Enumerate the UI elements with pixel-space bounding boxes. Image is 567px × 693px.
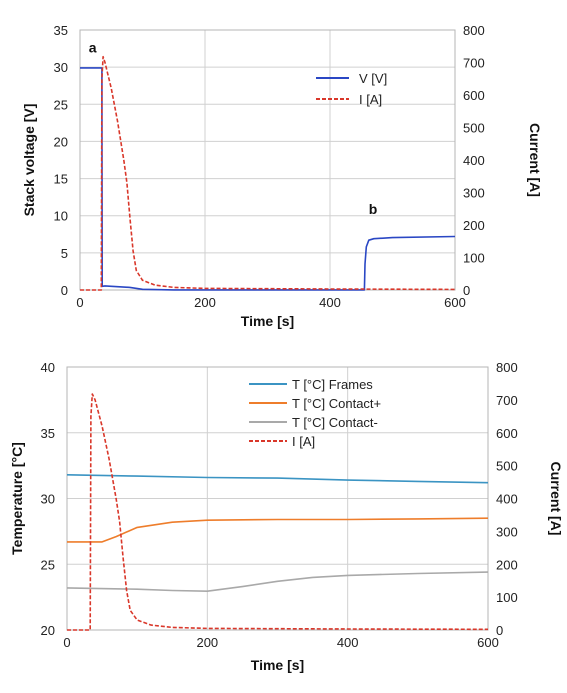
y-tick-label: 35 bbox=[41, 426, 55, 441]
series-line bbox=[66, 571, 489, 593]
series-line bbox=[67, 517, 489, 543]
y-axis-label: Temperature [°C] bbox=[9, 442, 25, 555]
y2-tick-label: 200 bbox=[496, 557, 518, 572]
series-line bbox=[67, 393, 489, 631]
y2-axis-label: Current [A] bbox=[548, 462, 564, 536]
legend: T [°C] Frames T [°C] Contact+ T [°C] Conta… bbox=[249, 377, 381, 449]
y2-tick-label: 300 bbox=[463, 186, 485, 201]
legend-label: V [V] bbox=[359, 71, 387, 86]
x-tick-label: 200 bbox=[194, 295, 216, 310]
y2-tick-label: 700 bbox=[463, 56, 485, 71]
plot-area bbox=[79, 29, 456, 291]
grid bbox=[66, 366, 489, 631]
x-tick-label: 600 bbox=[477, 635, 499, 650]
plot-area bbox=[66, 366, 489, 631]
grid bbox=[79, 29, 456, 291]
y2-tick-label: 400 bbox=[496, 492, 518, 507]
y2-tick-label: 800 bbox=[463, 23, 485, 38]
y-tick-label: 15 bbox=[54, 172, 68, 187]
annotation-label: b bbox=[369, 201, 378, 217]
y-tick-label: 25 bbox=[41, 557, 55, 572]
y2-tick-label: 500 bbox=[463, 121, 485, 136]
legend-label: I [A] bbox=[359, 92, 382, 107]
y-tick-label: 20 bbox=[41, 623, 55, 638]
y-axis-label: Stack voltage [V] bbox=[21, 104, 37, 217]
y-tick-label: 25 bbox=[54, 97, 68, 112]
y-tick-label: 20 bbox=[54, 134, 68, 149]
y-tick-label: 0 bbox=[61, 283, 68, 298]
x-tick-label: 400 bbox=[337, 635, 359, 650]
y2-tick-label: 100 bbox=[463, 251, 485, 266]
y2-tick-label: 100 bbox=[496, 590, 518, 605]
voltage-current-chart: 0 200 400 600051015202530350100200300400500… bbox=[21, 23, 543, 329]
y2-tick-label: 600 bbox=[463, 88, 485, 103]
x-axis-label: Time [s] bbox=[241, 313, 294, 329]
x-tick-label: 200 bbox=[196, 635, 218, 650]
y2-tick-label: 800 bbox=[496, 360, 518, 375]
annotation-label: a bbox=[89, 39, 97, 55]
legend-label: T [°C] Frames bbox=[292, 377, 373, 392]
y2-tick-label: 400 bbox=[463, 153, 485, 168]
y-tick-label: 40 bbox=[41, 360, 55, 375]
y2-tick-label: 0 bbox=[496, 623, 503, 638]
series-line bbox=[66, 474, 489, 484]
y2-tick-label: 500 bbox=[496, 459, 518, 474]
y2-tick-label: 300 bbox=[496, 524, 518, 539]
legend-label: T [°C] Contact- bbox=[292, 415, 378, 430]
x-tick-label: 0 bbox=[76, 295, 83, 310]
y2-tick-label: 0 bbox=[463, 283, 470, 298]
y-tick-label: 35 bbox=[54, 23, 68, 38]
y-tick-label: 30 bbox=[41, 492, 55, 507]
series-line bbox=[80, 67, 456, 291]
series-line bbox=[80, 55, 456, 291]
x-axis-label: Time [s] bbox=[251, 657, 304, 673]
y2-axis-label: Current [A] bbox=[527, 123, 543, 197]
y2-tick-label: 700 bbox=[496, 393, 518, 408]
x-tick-label: 0 bbox=[63, 635, 70, 650]
temperature-current-chart: 0 200 400 600202530354001002003004005006007… bbox=[9, 360, 564, 673]
legend-label: I [A] bbox=[292, 434, 315, 449]
y2-tick-label: 600 bbox=[496, 426, 518, 441]
legend-label: T [°C] Contact+ bbox=[292, 396, 381, 411]
y-tick-label: 10 bbox=[54, 209, 68, 224]
x-tick-label: 400 bbox=[319, 295, 341, 310]
y2-tick-label: 200 bbox=[463, 218, 485, 233]
legend: V [V] I [A] bbox=[316, 71, 387, 107]
y-tick-label: 5 bbox=[61, 246, 68, 261]
x-tick-label: 600 bbox=[444, 295, 466, 310]
y-tick-label: 30 bbox=[54, 60, 68, 75]
